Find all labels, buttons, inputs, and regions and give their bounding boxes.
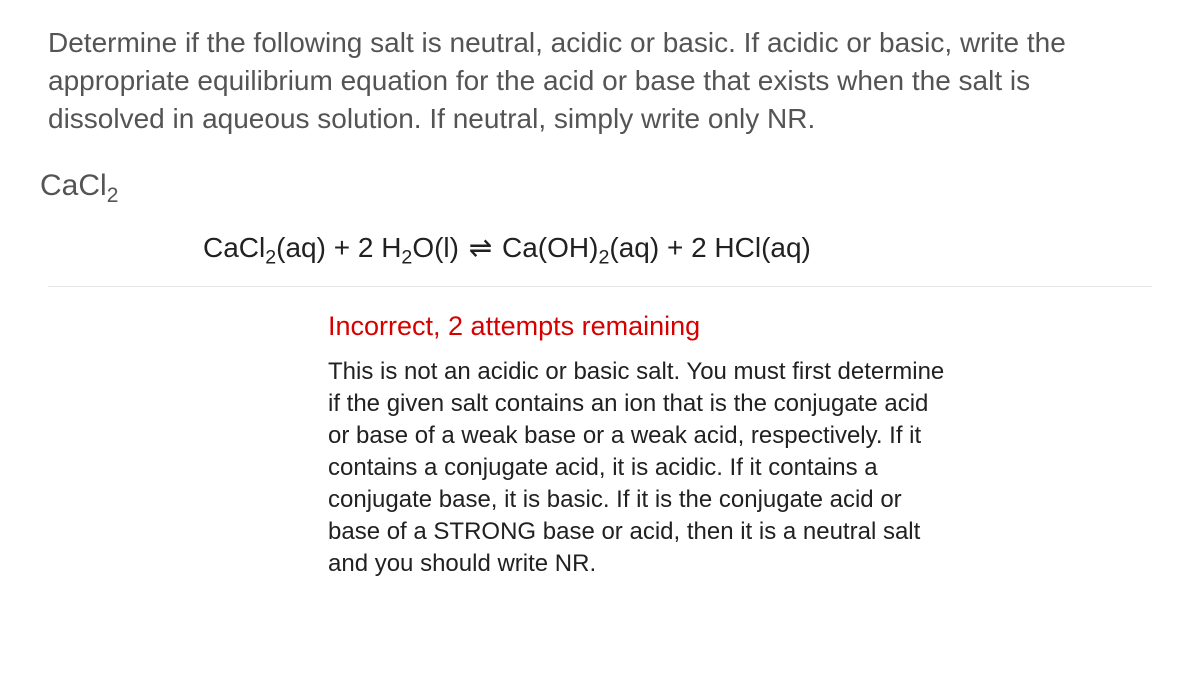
question-container: Determine if the following salt is neutr… <box>0 0 1200 604</box>
feedback-area: Incorrect, 2 attempts remaining This is … <box>48 311 1152 579</box>
feedback-status: Incorrect, 2 attempts remaining <box>328 311 952 342</box>
question-prompt: Determine if the following salt is neutr… <box>48 24 1152 137</box>
feedback-explanation: This is not an acidic or basic salt. You… <box>328 356 952 579</box>
salt-formula: CaCl2 <box>40 169 1152 203</box>
submitted-equation: CaCl2(aq) + 2 H2O(l) ⇌ Ca(OH)2(aq) + 2 H… <box>48 231 1152 287</box>
